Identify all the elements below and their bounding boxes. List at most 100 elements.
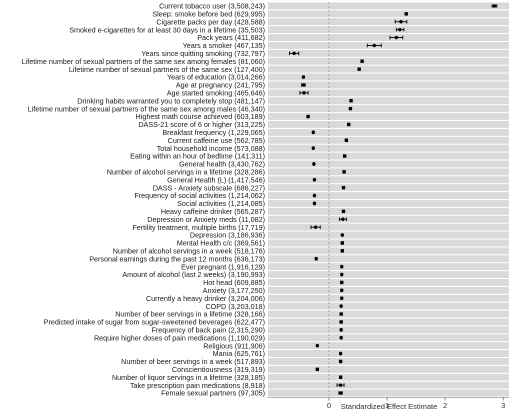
row-label: Mania (625,761)	[213, 349, 265, 358]
point-estimate	[342, 170, 346, 174]
row-label: DASS-21 score of 6 or higher (313,225)	[138, 120, 265, 129]
row-band	[268, 57, 509, 65]
row-band	[268, 49, 509, 57]
row-label: Lifetime number of sexual partners of th…	[28, 104, 265, 113]
point-estimate	[404, 12, 408, 16]
point-estimate	[357, 67, 361, 71]
point-estimate	[340, 249, 345, 253]
point-estimate	[339, 304, 343, 308]
point-estimate	[394, 35, 399, 40]
point-estimate	[312, 178, 317, 182]
row-label: Personal earnings during the past 12 mon…	[89, 254, 265, 263]
row-label: Anxiety (3,177,250)	[203, 286, 265, 295]
point-estimate	[398, 27, 402, 32]
point-estimate	[338, 351, 343, 356]
point-estimate	[306, 114, 310, 119]
row-band	[268, 302, 509, 310]
point-estimate	[340, 296, 344, 300]
row-label: Social activities (1,214,085)	[177, 199, 265, 208]
row-label: Frequency of social activities (1,214,06…	[134, 191, 265, 200]
row-label: Breakfast frequency (1,229,065)	[162, 128, 265, 137]
row-label: Pack years (411,682)	[197, 33, 265, 42]
row-band	[268, 247, 509, 255]
row-band	[268, 310, 509, 318]
point-estimate	[315, 343, 320, 348]
point-estimate	[292, 51, 296, 56]
row-label: Total household income (573,088)	[157, 144, 265, 153]
row-label: Years since quitting smoking (732,797)	[141, 49, 265, 58]
point-estimate	[302, 91, 306, 95]
row-band	[268, 326, 509, 334]
row-label: Sleep: smoke before bed (629,995)	[152, 9, 265, 18]
row-label: Conscientiousness (319,319)	[172, 365, 265, 374]
row-label: Lifetime number of sexual partners of th…	[22, 57, 265, 66]
row-band	[268, 160, 509, 168]
row-band	[268, 334, 509, 342]
point-estimate	[342, 154, 347, 158]
row-label: Years of education (3,014,266)	[167, 73, 265, 82]
row-band	[268, 113, 509, 120]
row-band	[268, 65, 509, 73]
row-label: Lifetime number of sexual partners of th…	[69, 65, 265, 74]
point-estimate	[341, 217, 345, 221]
row-band	[268, 231, 509, 239]
point-estimate	[340, 288, 344, 293]
row-label: Amount of alcohol (last 2 weeks) (3,190,…	[122, 270, 265, 279]
row-label: Highest math course achieved (603,189)	[136, 112, 265, 121]
row-band	[268, 73, 509, 81]
row-band	[268, 373, 509, 381]
row-band	[268, 168, 509, 176]
row-band	[268, 350, 509, 357]
row-band	[268, 279, 509, 286]
row-label: Current tobacco user (3,508,243)	[159, 2, 265, 11]
row-label: Frequency of back pain (2,315,290)	[152, 325, 265, 334]
point-estimate	[360, 59, 364, 63]
row-band	[268, 207, 509, 215]
point-estimate	[347, 122, 351, 127]
row-label: Hot head (609,885)	[203, 278, 265, 287]
row-band	[268, 263, 509, 271]
row-label: Female sexual partners (97,305)	[161, 389, 265, 398]
point-estimate	[312, 201, 317, 206]
x-tick-label: 3	[501, 401, 505, 410]
row-label: Number of alcohol servings in a lifetime…	[107, 167, 265, 176]
point-estimate	[344, 138, 349, 142]
row-label: Depression (3,186,936)	[190, 231, 265, 240]
row-label: Current caffeine use (562,785)	[168, 136, 265, 145]
row-band	[268, 136, 509, 144]
point-estimate	[338, 391, 343, 395]
row-label: General health (3,430,762)	[179, 160, 265, 169]
point-estimate	[312, 162, 316, 166]
point-estimate	[311, 130, 315, 135]
row-band	[268, 215, 509, 223]
row-label: Years a smoker (467,135)	[183, 41, 265, 50]
row-band	[268, 81, 509, 89]
row-band	[268, 42, 509, 49]
point-estimate	[341, 209, 346, 214]
row-label: Age at pregnancy (241,795)	[176, 81, 265, 90]
row-label: Number of beer servings in a lifetime (3…	[115, 310, 265, 319]
x-axis-title: Standardized Effect Estimate	[341, 402, 438, 411]
row-label: COPD (3,203,018)	[205, 302, 265, 311]
row-band	[268, 286, 509, 294]
row-band	[268, 128, 509, 136]
row-labels: Current tobacco user (3,508,243)Sleep: s…	[22, 2, 265, 398]
point-estimate	[340, 264, 344, 269]
point-estimate	[301, 75, 306, 79]
point-estimate	[340, 233, 345, 237]
point-estimate	[340, 280, 344, 285]
row-band	[268, 365, 509, 373]
point-estimate	[349, 99, 353, 103]
point-estimate	[339, 336, 343, 340]
point-estimate	[372, 43, 376, 48]
x-tick-label: 0	[327, 401, 331, 410]
row-label: Number of alcohol servings in a week (51…	[113, 246, 265, 255]
row-band	[268, 10, 509, 18]
row-band	[268, 184, 509, 192]
row-band	[268, 318, 509, 326]
point-estimate	[340, 272, 344, 277]
row-label: DASS - Anxiety subscale (686,227)	[153, 183, 265, 192]
row-label: Heavy caffeine drinker (565,287)	[161, 207, 265, 216]
row-label: Number of beer servings in a week (517,8…	[121, 357, 265, 366]
